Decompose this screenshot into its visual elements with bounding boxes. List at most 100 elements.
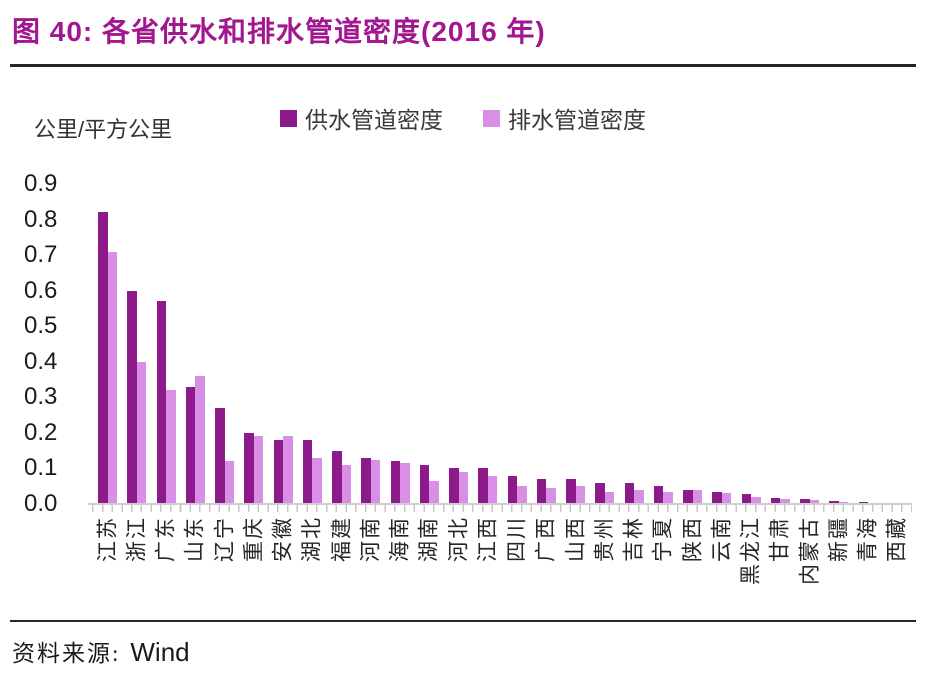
x-axis-label: 海南 [388, 518, 412, 562]
title-divider [10, 64, 916, 67]
y-axis-tick-label: 0.4 [24, 347, 58, 375]
bar-drainage [429, 480, 439, 504]
bar-drainage [370, 459, 381, 504]
bar-supply [361, 457, 371, 504]
legend-swatch-icon [483, 109, 500, 127]
bar-supply [273, 439, 284, 504]
bar-drainage [400, 463, 410, 504]
bar-supply [449, 468, 459, 504]
y-axis-tick-label: 0.0 [24, 490, 58, 517]
bar-supply [683, 489, 693, 504]
bar-supply [624, 482, 635, 504]
y-axis-tick-label: 0.1 [24, 454, 58, 482]
bar-drainage [575, 486, 586, 504]
x-axis-label: 江苏 [96, 518, 120, 562]
bar-drainage [224, 461, 235, 504]
legend-swatch-icon [280, 109, 297, 127]
bar-supply [712, 492, 722, 504]
bar-supply [215, 407, 225, 504]
bar-drainage [721, 493, 732, 504]
y-axis-tick-label: 0.6 [24, 276, 58, 304]
x-axis-line [88, 503, 912, 505]
bar-supply [332, 450, 342, 504]
x-axis-label: 贵州 [593, 518, 617, 562]
bar-supply [390, 461, 401, 504]
x-axis-label: 山东 [183, 518, 207, 562]
bar-drainage [546, 487, 556, 504]
figure-title: 图 40: 各省供水和排水管道密度(2016 年) [12, 16, 546, 47]
x-axis-label: 云南 [710, 518, 734, 562]
legend-label: 排水管道密度 [508, 107, 646, 133]
source-line: 资料来源: Wind [12, 634, 190, 668]
x-axis-label: 四川 [505, 518, 529, 562]
legend-label: 供水管道密度 [305, 107, 443, 133]
bar-drainage [107, 251, 118, 504]
x-axis-label: 吉林 [622, 518, 646, 562]
x-axis-label: 广东 [154, 518, 178, 562]
x-axis-label: 福建 [330, 518, 354, 562]
bar-supply [800, 499, 810, 504]
bar-supply [829, 501, 839, 504]
bar-drainage [458, 471, 469, 504]
bar-supply [244, 432, 254, 504]
x-axis-label: 河北 [447, 518, 471, 562]
bar-supply [536, 479, 547, 504]
bar-supply [156, 301, 167, 504]
y-axis-tick-label: 0.3 [24, 383, 58, 411]
bar-supply [185, 386, 196, 504]
y-axis-tick-label: 0.5 [24, 312, 58, 340]
legend-item: 供水管道密度 [280, 101, 443, 135]
bar-supply [653, 486, 664, 504]
x-axis-label: 宁夏 [651, 518, 675, 562]
bar-drainage [634, 489, 644, 504]
bar-drainage [751, 496, 761, 504]
x-axis-label: 辽宁 [213, 518, 237, 562]
y-axis-tick-label: 0.7 [24, 241, 58, 269]
bar-drainage [780, 499, 790, 504]
x-axis-label: 安徽 [271, 518, 295, 562]
bar-supply [741, 494, 752, 504]
y-axis-tick-label: 0.9 [24, 169, 58, 197]
x-axis-tick-marks [92, 505, 912, 512]
bar-drainage [341, 464, 352, 504]
bar-supply [566, 479, 576, 504]
source-value: Wind [130, 637, 190, 667]
bar-drainage [312, 457, 322, 504]
bar-drainage [487, 475, 498, 504]
bar-supply [595, 482, 605, 504]
y-axis-tick-label: 0.8 [24, 205, 58, 233]
bar-drainage [809, 500, 820, 504]
x-axis-label: 新疆 [827, 518, 851, 562]
bar-supply [127, 290, 137, 504]
bar-drainage [166, 390, 176, 504]
bar-supply [419, 464, 430, 504]
x-axis-label: 浙江 [125, 518, 149, 562]
bar-drainage [517, 486, 527, 504]
bar-drainage [195, 375, 205, 504]
x-axis-label: 黑龙江 [739, 518, 763, 585]
bar-supply [507, 475, 518, 504]
x-axis-label: 江西 [476, 518, 500, 562]
source-label: 资料来源: [12, 641, 121, 666]
x-axis-label: 湖北 [300, 518, 324, 562]
bar-supply [770, 498, 781, 504]
footer-divider [10, 620, 916, 622]
bar-drainage [604, 492, 615, 504]
bar-drainage [663, 491, 673, 504]
bar-drainage [136, 361, 147, 504]
bar-drainage [283, 436, 293, 504]
y-axis-tick-label: 0.2 [24, 418, 58, 446]
bar-drainage [692, 489, 703, 504]
bar-supply [98, 212, 108, 504]
x-axis-label: 内蒙古 [798, 518, 822, 585]
x-axis-label: 河南 [359, 518, 383, 562]
legend: 供水管道密度 排水管道密度 [0, 101, 926, 135]
x-axis-label: 青海 [856, 518, 880, 562]
x-axis-label: 重庆 [242, 518, 266, 562]
bar-supply [302, 439, 313, 504]
x-axis-label: 山西 [564, 518, 588, 562]
x-axis-label: 湖南 [417, 518, 441, 562]
x-axis-label: 陕西 [681, 518, 705, 562]
x-axis-label: 广西 [534, 518, 558, 562]
